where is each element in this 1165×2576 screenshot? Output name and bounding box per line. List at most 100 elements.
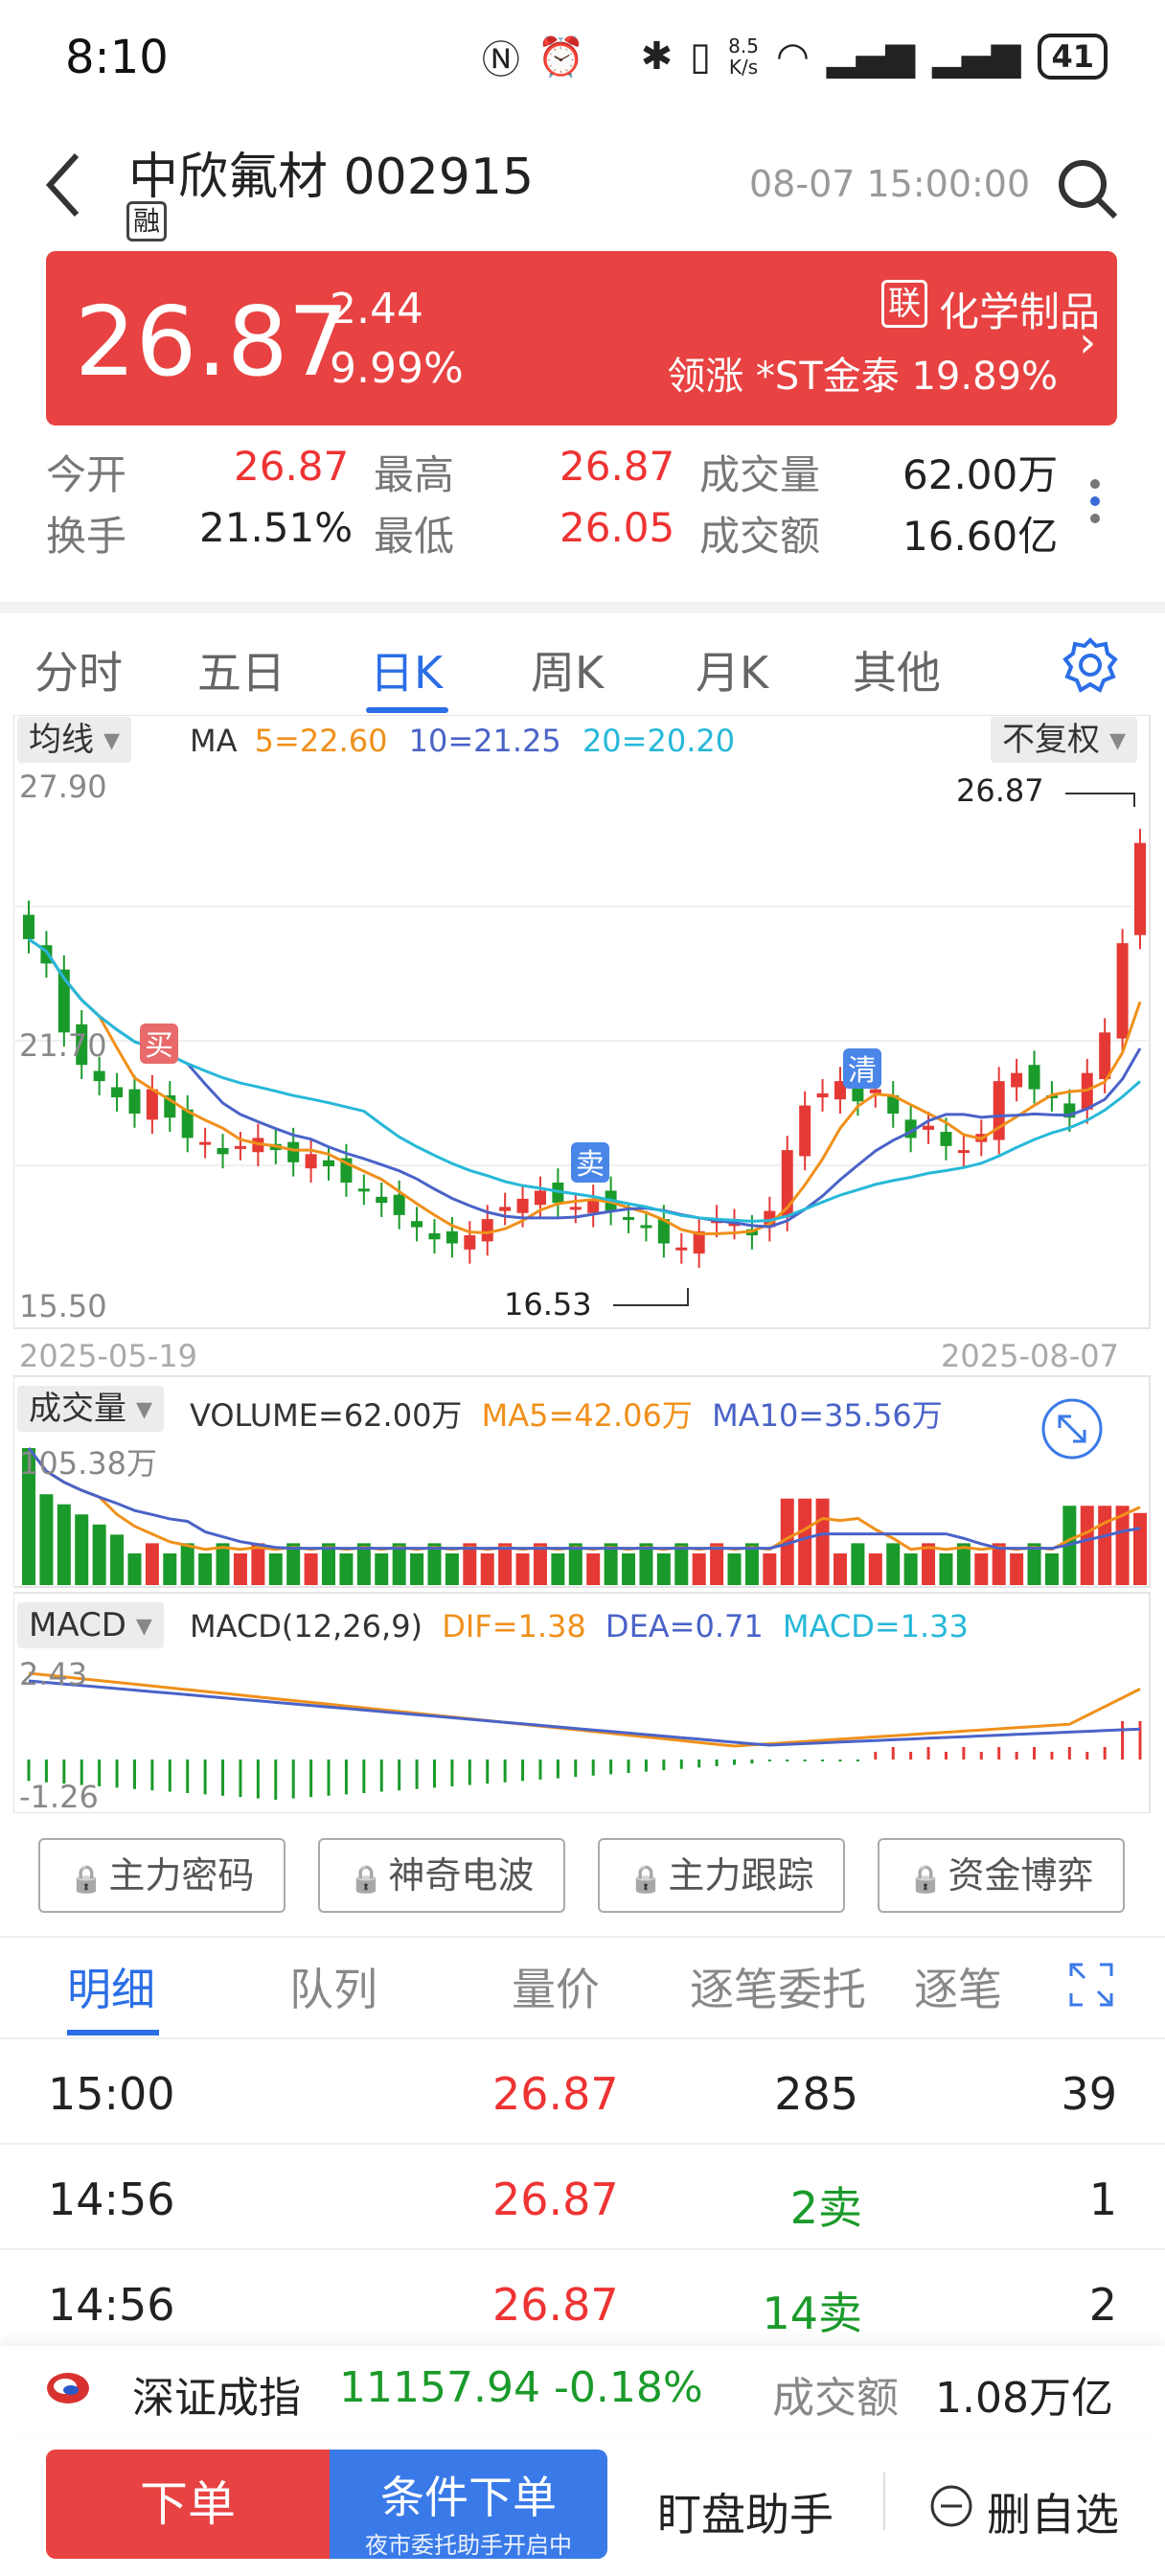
index-change: -0.18% xyxy=(554,2363,703,2412)
candle-body xyxy=(481,1219,493,1242)
kline-chart-area[interactable]: 买卖清 均线 MA 5=22.60 10=21.25 20=20.20 不复权 … xyxy=(13,715,1152,1815)
lock-btn-capital[interactable]: 资金博弈 xyxy=(878,1838,1125,1913)
volume-bar xyxy=(480,1552,494,1585)
price-card[interactable]: 26.87 2.44 9.99% 联 化学制品 领涨 *ST金泰 19.89% … xyxy=(46,251,1117,426)
volume-bar xyxy=(798,1498,812,1585)
change-percent: 9.99% xyxy=(330,344,464,393)
kline-svg[interactable]: 买卖 清 xyxy=(13,715,1152,1813)
remove-favorite-icon[interactable] xyxy=(929,2484,973,2528)
volume-bar xyxy=(533,1543,547,1585)
candle-body xyxy=(816,1092,829,1098)
volume-bar xyxy=(1098,1506,1112,1585)
nfc-icon: Ⓝ xyxy=(481,38,520,82)
candle-body xyxy=(499,1207,512,1211)
volume-bar xyxy=(286,1543,301,1585)
candle-body xyxy=(128,1089,141,1115)
volume-bar xyxy=(1027,1543,1041,1585)
conditional-order-button[interactable]: 条件下单 夜市委托助手开启中 xyxy=(330,2450,607,2559)
more-icon[interactable] xyxy=(1090,472,1106,531)
volume-bar xyxy=(1010,1552,1024,1585)
tab-queue[interactable]: 队列 xyxy=(289,1964,377,2015)
volume-bar xyxy=(463,1543,477,1585)
candle-body xyxy=(1011,1072,1023,1088)
fullscreen-icon[interactable] xyxy=(1067,1961,1115,2009)
index-ticker-bar[interactable]: 深证成指 11157.94 -0.18% 成交额 1.08万亿 xyxy=(0,2346,1165,2432)
tab-five-day[interactable]: 五日 xyxy=(197,647,286,699)
volume-bar xyxy=(922,1543,936,1585)
volume-bar xyxy=(515,1552,530,1585)
kline-frame xyxy=(13,715,1151,1329)
turnover-value: 21.51% xyxy=(199,504,354,551)
open-value: 26.87 xyxy=(234,443,350,490)
macd-legend: MACD(12,26,9) DIF=1.38 DEA=0.71 MACD=1.3… xyxy=(190,1608,969,1644)
tab-volume-price[interactable]: 量价 xyxy=(512,1964,600,2015)
tab-other[interactable]: 其他 xyxy=(853,647,941,699)
volume-label: 成交量 xyxy=(699,451,821,498)
search-icon[interactable] xyxy=(1054,155,1121,222)
candle-body xyxy=(887,1094,900,1115)
lock-btn-main-code[interactable]: 主力密码 xyxy=(38,1838,286,1913)
candle-body xyxy=(781,1150,793,1217)
period-tabs: 分时 五日 日K 周K 月K 其他 xyxy=(0,623,1165,715)
watch-assistant-button[interactable]: 盯盘助手 xyxy=(657,2489,834,2541)
low-leader-line xyxy=(613,1288,689,1306)
conditional-order-sub: 夜市委托助手开启中 xyxy=(365,2532,572,2559)
order-button[interactable]: 下单 xyxy=(46,2450,330,2559)
candle-body xyxy=(76,1024,88,1066)
tick-volume: 2卖 xyxy=(789,2182,862,2234)
tab-detail[interactable]: 明细 xyxy=(67,1964,155,2015)
volume-ma10-line xyxy=(27,1447,1141,1551)
lock-btn-tracking[interactable]: 主力跟踪 xyxy=(598,1838,845,1913)
gear-icon[interactable] xyxy=(1062,636,1119,694)
industry-name: 化学制品 xyxy=(939,288,1101,335)
detail-tab-indicator xyxy=(67,2030,159,2036)
macd-y-bottom: -1.26 xyxy=(19,1779,99,1815)
tab-tick-detail[interactable]: 逐笔 xyxy=(914,1964,1002,2015)
volume-bar xyxy=(445,1552,459,1585)
margin-badge: 融 xyxy=(126,201,168,242)
ma5-value: 5=22.60 xyxy=(254,723,388,759)
tab-monthly-k[interactable]: 月K xyxy=(696,647,769,699)
expand-chart-icon[interactable] xyxy=(1040,1397,1104,1460)
clock: 8:10 xyxy=(65,31,169,84)
volume-bar xyxy=(356,1543,371,1585)
low-marker: 16.53 xyxy=(504,1286,592,1322)
volume-bar xyxy=(868,1552,882,1585)
open-label: 今开 xyxy=(46,451,127,498)
lock-btn-wave[interactable]: 神奇电波 xyxy=(318,1838,565,1913)
candle-body xyxy=(1099,1032,1111,1080)
remove-favorite-button[interactable]: 删自选 xyxy=(987,2489,1119,2541)
index-amount-label: 成交额 xyxy=(772,2374,899,2423)
tab-weekly-k[interactable]: 周K xyxy=(531,647,605,699)
ma20-line xyxy=(28,937,1141,1223)
candle-body xyxy=(23,914,34,939)
date-start: 2025-05-19 xyxy=(19,1338,197,1374)
change-value: 2.44 xyxy=(330,285,423,334)
volume-selector[interactable]: 成交量 xyxy=(17,1386,165,1432)
adjust-selector[interactable]: 不复权 xyxy=(991,717,1138,763)
stock-header: 中欣氟材 002915 融 08-07 15:00:00 xyxy=(0,125,1165,249)
back-arrow-icon[interactable] xyxy=(44,151,82,218)
macd-selector[interactable]: MACD xyxy=(17,1602,164,1648)
volume-bar xyxy=(216,1543,230,1585)
ma-label: MA xyxy=(190,723,238,759)
volume-bar xyxy=(903,1552,918,1585)
ma-selector[interactable]: 均线 xyxy=(17,717,132,763)
tick-price: 26.87 xyxy=(492,2174,619,2225)
volume-bar xyxy=(622,1552,636,1585)
quote-datetime: 08-07 15:00:00 xyxy=(749,163,1031,205)
amount-label: 成交额 xyxy=(699,513,821,560)
conditional-order-label: 条件下单 xyxy=(380,2472,557,2523)
tab-order-detail[interactable]: 逐笔委托 xyxy=(690,1964,866,2015)
volume-bar xyxy=(498,1543,513,1585)
tab-intraday[interactable]: 分时 xyxy=(34,647,123,699)
candle-body xyxy=(623,1216,635,1220)
table-row: 14:56 26.87 14卖 2 xyxy=(0,2248,1165,2354)
tick-count: 39 xyxy=(1061,2068,1117,2120)
volume-ma10: MA10=35.56万 xyxy=(712,1397,943,1434)
candle-body xyxy=(287,1141,300,1162)
volume-bar xyxy=(1133,1512,1147,1585)
volume-bar xyxy=(110,1534,125,1585)
candle-body xyxy=(728,1223,741,1227)
tab-daily-k[interactable]: 日K xyxy=(370,647,444,699)
